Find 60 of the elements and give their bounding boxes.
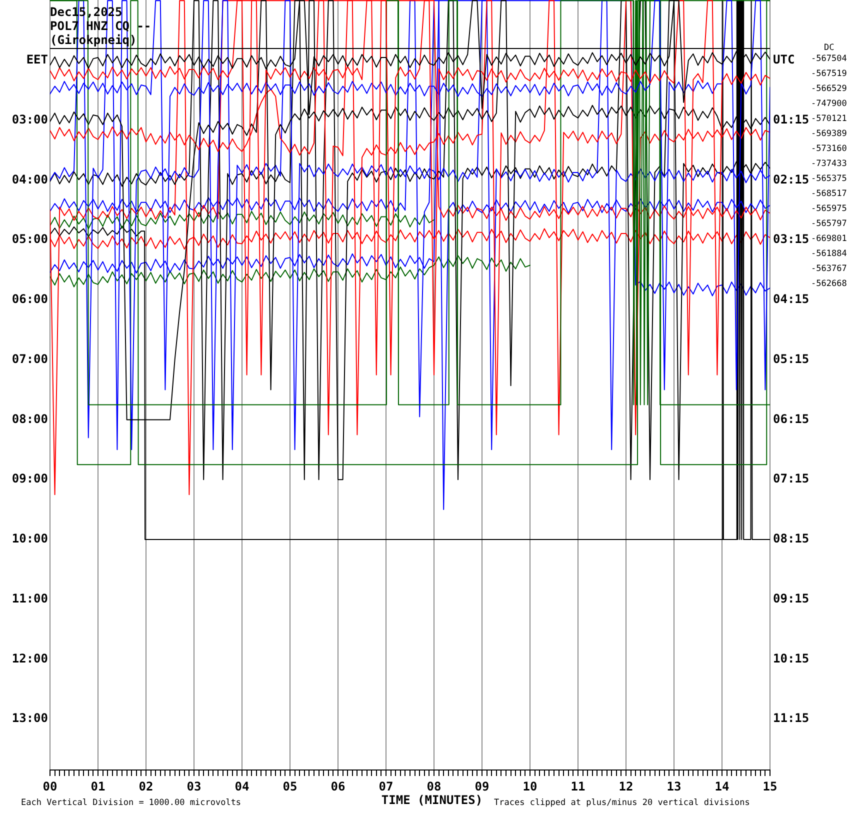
text: -566529 [811, 84, 847, 94]
text: DC [824, 43, 834, 53]
text: -570121 [811, 114, 847, 124]
y-tick-label: 08:00 [12, 412, 48, 426]
y2-tick-label: 01:15 [773, 112, 810, 126]
y-tick-label: 05:00 [12, 232, 48, 246]
text: -565975 [811, 204, 847, 214]
y2-tick-label: 03:15 [773, 232, 810, 246]
text: -565797 [811, 219, 847, 230]
x-tick-label: 10 [522, 779, 538, 794]
y-tick-label: 06:00 [12, 292, 48, 306]
x-tick-label: 05 [282, 779, 298, 794]
y2-tick-label: 10:15 [773, 651, 810, 666]
y2-tick-label: UTC [773, 52, 795, 67]
text: -561884 [811, 249, 847, 260]
y-tick-label: 09:00 [12, 472, 48, 486]
x-tick-label: 00 [42, 779, 58, 794]
x-tick-label: 07 [378, 779, 394, 794]
y-tick-label: 04:00 [12, 172, 48, 186]
text: -567519 [811, 69, 847, 80]
x-tick-label: 12 [618, 779, 634, 794]
x-tick-label: 09 [474, 779, 490, 794]
y2-tick-label: 02:15 [773, 172, 810, 186]
x-tick-label: 11 [570, 779, 586, 794]
x-tick-label: 01 [90, 779, 106, 794]
y-tick-label: 13:00 [12, 711, 48, 726]
text: -567504 [811, 54, 847, 64]
x-tick-label: 15 [762, 779, 778, 794]
y-tick-label: 10:00 [12, 532, 48, 546]
y2-tick-label: 05:15 [773, 352, 810, 366]
x-tick-label: 06 [330, 779, 346, 794]
text: -569389 [811, 129, 847, 140]
y2-tick-label: 11:15 [773, 711, 810, 726]
text: -669801 [811, 234, 847, 244]
x-tick-label: 03 [186, 779, 202, 794]
y2-tick-label: 07:15 [773, 472, 810, 486]
y-tick-label: EET [26, 52, 48, 67]
x-tick-label: 02 [138, 779, 154, 794]
text: Each Vertical Division = 1000.00 microvolts [21, 798, 242, 808]
text: Traces clipped at plus/minus 20 vertical divisions [494, 798, 750, 808]
text: -565375 [811, 174, 847, 184]
x-tick-label: 04 [234, 779, 250, 794]
x-tick-label: 13 [666, 779, 682, 794]
x-axis-title: TIME (MINUTES) [381, 793, 483, 807]
text: -747900 [811, 99, 847, 110]
y-tick-label: 11:00 [12, 591, 48, 606]
y2-tick-label: 09:15 [773, 591, 810, 606]
x-tick-label: 08 [426, 779, 442, 794]
text: -573160 [811, 144, 847, 154]
y-tick-label: 07:00 [12, 352, 48, 366]
text: -563767 [811, 264, 847, 274]
x-tick-label: 14 [714, 779, 730, 794]
text: -737433 [811, 159, 847, 170]
y2-tick-label: 06:15 [773, 412, 810, 426]
text: -562668 [811, 279, 847, 290]
y-tick-label: 03:00 [12, 112, 48, 126]
y-tick-label: 12:00 [12, 651, 48, 666]
y2-tick-label: 04:15 [773, 292, 810, 306]
y2-tick-label: 08:15 [773, 532, 810, 546]
text: -568517 [811, 189, 847, 200]
